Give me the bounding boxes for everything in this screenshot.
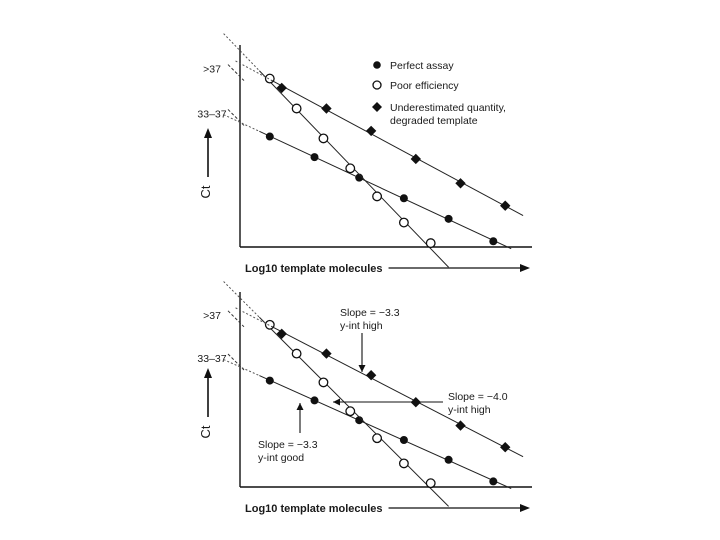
x-axis-label: Log10 template molecules [245, 263, 383, 275]
annotation-text: y-int high [448, 404, 491, 416]
extrapolation-line [223, 33, 260, 72]
data-point-diamond [321, 103, 332, 114]
slope-annotation: Slope = −4.0y-int high [333, 391, 508, 416]
series-diamond-filled [235, 307, 524, 458]
data-point-filled-circle [310, 153, 319, 162]
data-point-filled-circle [310, 396, 319, 405]
top-panel: >37 33–37 Ct Log10 template molecules Perfec… [197, 33, 532, 275]
data-point-filled-circle [355, 416, 364, 425]
annotation-arrow-head [296, 403, 304, 410]
series-circle-filled [223, 114, 512, 250]
data-point-open-circle [425, 478, 436, 489]
y-axis-label: Ct [198, 185, 213, 198]
series-circle-open [223, 33, 449, 268]
annotation-text: Slope = −3.3 [258, 439, 318, 451]
fit-line [271, 79, 524, 217]
y-tick-guide [227, 109, 245, 126]
data-point-open-circle [291, 103, 302, 114]
y-axis-arrow-head [204, 128, 212, 138]
data-point-diamond [455, 420, 466, 431]
data-point-diamond [410, 153, 422, 165]
y-tick-guide [227, 353, 245, 371]
y-tick-guide [227, 64, 245, 81]
data-point-open-circle [425, 238, 436, 249]
fit-line [259, 130, 512, 250]
data-point-open-circle [345, 406, 356, 417]
annotation-text: Slope = −4.0 [448, 391, 508, 403]
y-axis-arrow-head [204, 368, 212, 378]
series-circle-filled [223, 359, 512, 490]
extrapolation-line [223, 359, 260, 377]
data-point-filled-circle [489, 237, 498, 246]
slope-annotation: Slope = −3.3y-int high [340, 307, 400, 372]
data-point-filled-circle [444, 455, 453, 464]
data-point-filled-circle [489, 477, 498, 486]
data-point-filled-circle [265, 132, 274, 141]
y-tick-guide [227, 310, 245, 328]
legend-item: Underestimated quantity, degraded templat… [372, 102, 506, 127]
data-point-open-circle [291, 348, 302, 359]
data-point-diamond [500, 200, 511, 211]
y-axis-label: Ct [198, 425, 213, 438]
data-point-diamond [500, 442, 511, 453]
x-axis-arrow-head [520, 504, 530, 512]
y-tick-label: 33–37 [197, 108, 226, 120]
data-point-diamond [365, 370, 377, 381]
extrapolation-line [235, 60, 272, 81]
legend-label-line: Underestimated quantity, [390, 102, 506, 114]
annotation-arrow-head [333, 398, 340, 406]
data-point-diamond [276, 82, 287, 94]
extrapolation-line [235, 307, 272, 327]
series-diamond-filled [235, 60, 524, 217]
data-point-open-circle [264, 73, 275, 84]
legend-item: Perfect assay [373, 60, 454, 72]
data-point-open-circle [264, 319, 275, 330]
fit-line [259, 375, 512, 490]
y-tick-label: >37 [203, 310, 221, 322]
fit-line [271, 325, 524, 458]
annotation-arrow-head [358, 365, 366, 372]
annotation-text: y-int high [340, 320, 383, 332]
data-point-open-circle [345, 163, 356, 174]
data-point-open-circle [318, 133, 329, 144]
y-tick-label: 33–37 [197, 353, 226, 365]
data-point-open-circle [372, 433, 383, 444]
legend-diamond-icon [372, 102, 382, 112]
bottom-panel: >37 33–37 Ct Log10 template molecules Slope … [197, 281, 532, 515]
extrapolation-line [223, 114, 260, 132]
data-point-filled-circle [399, 436, 408, 444]
extrapolation-line [223, 281, 260, 318]
series-circle-open [223, 281, 449, 507]
data-point-filled-circle [265, 376, 274, 385]
data-point-filled-circle [355, 173, 364, 182]
legend-label: Perfect assay [390, 60, 454, 72]
x-axis-arrow-head [520, 264, 530, 272]
y-tick-label: >37 [203, 64, 221, 76]
legend-item: Poor efficiency [372, 80, 459, 92]
legend-label: Underestimated quantity, degraded templat… [390, 102, 506, 127]
legend-open-circle-icon [372, 80, 382, 90]
slope-annotation: Slope = −3.3y-int good [258, 403, 318, 464]
data-point-diamond [365, 125, 377, 137]
data-point-open-circle [398, 458, 409, 469]
data-point-diamond [276, 328, 287, 339]
x-axis-label: Log10 template molecules [245, 503, 383, 515]
legend-filled-circle-icon [373, 61, 381, 69]
data-point-filled-circle [444, 214, 453, 223]
data-point-open-circle [372, 191, 383, 202]
data-point-filled-circle [399, 194, 408, 203]
legend-label: Poor efficiency [390, 80, 459, 92]
data-point-diamond [321, 348, 332, 359]
annotation-text: y-int good [258, 452, 304, 464]
legend-label-line: degraded template [390, 115, 478, 127]
data-point-diamond [455, 178, 466, 189]
data-point-open-circle [318, 377, 329, 388]
data-point-open-circle [398, 217, 409, 228]
annotation-text: Slope = −3.3 [340, 307, 400, 319]
